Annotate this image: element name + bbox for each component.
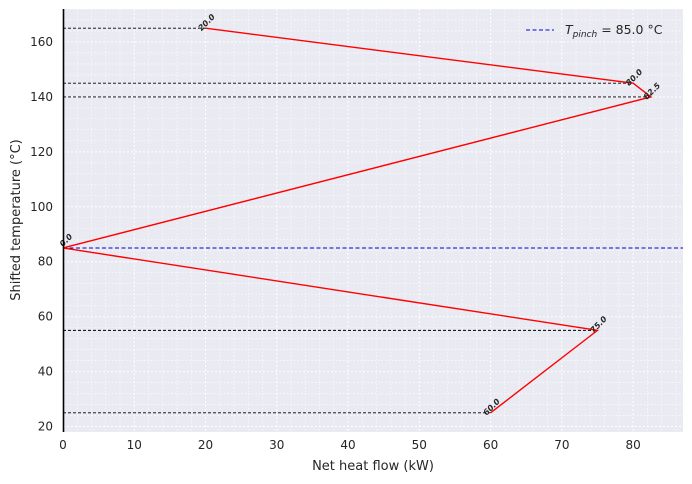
legend-pinch-symbol: T: [565, 22, 574, 37]
x-tick-label: 10: [127, 438, 142, 452]
y-tick-label: 40: [38, 365, 53, 379]
y-tick-label: 60: [38, 310, 53, 324]
x-tick-label: 40: [340, 438, 355, 452]
y-tick-label: 120: [30, 145, 53, 159]
y-axis-label: Shifted temperature (°C): [9, 139, 24, 301]
y-tick-label: 160: [30, 35, 53, 49]
x-tick-label: 50: [412, 438, 427, 452]
legend-pinch-label: Tpinch = 85.0 °C: [565, 22, 663, 40]
x-axis-label: Net heat flow (kW): [312, 459, 434, 474]
x-tick-label: 30: [269, 438, 284, 452]
x-tick-label: 70: [554, 438, 569, 452]
x-tick-labels: 0 10 20 30 40 50 60 70 80: [59, 438, 641, 452]
grand-composite-curve: [62, 27, 653, 414]
x-tick-label: 0: [59, 438, 67, 452]
y-tick-labels: 20 40 60 80 100 120 140 160: [30, 35, 53, 434]
y-tick-label: 100: [30, 200, 53, 214]
x-tick-label: 20: [198, 438, 213, 452]
y-tick-label: 20: [38, 420, 53, 434]
legend-pinch-value: = 85.0 °C: [597, 22, 662, 37]
interval-lines: [63, 27, 651, 414]
y-tick-label: 80: [38, 255, 53, 269]
y-tick-label: 140: [30, 90, 53, 104]
legend-pinch-subscript: pinch: [572, 30, 598, 40]
x-tick-label: 80: [625, 438, 640, 452]
legend: Tpinch = 85.0 °C: [526, 22, 663, 40]
minor-gridlines: [63, 8, 683, 432]
plot-background: [63, 9, 683, 432]
x-tick-label: 60: [483, 438, 498, 452]
